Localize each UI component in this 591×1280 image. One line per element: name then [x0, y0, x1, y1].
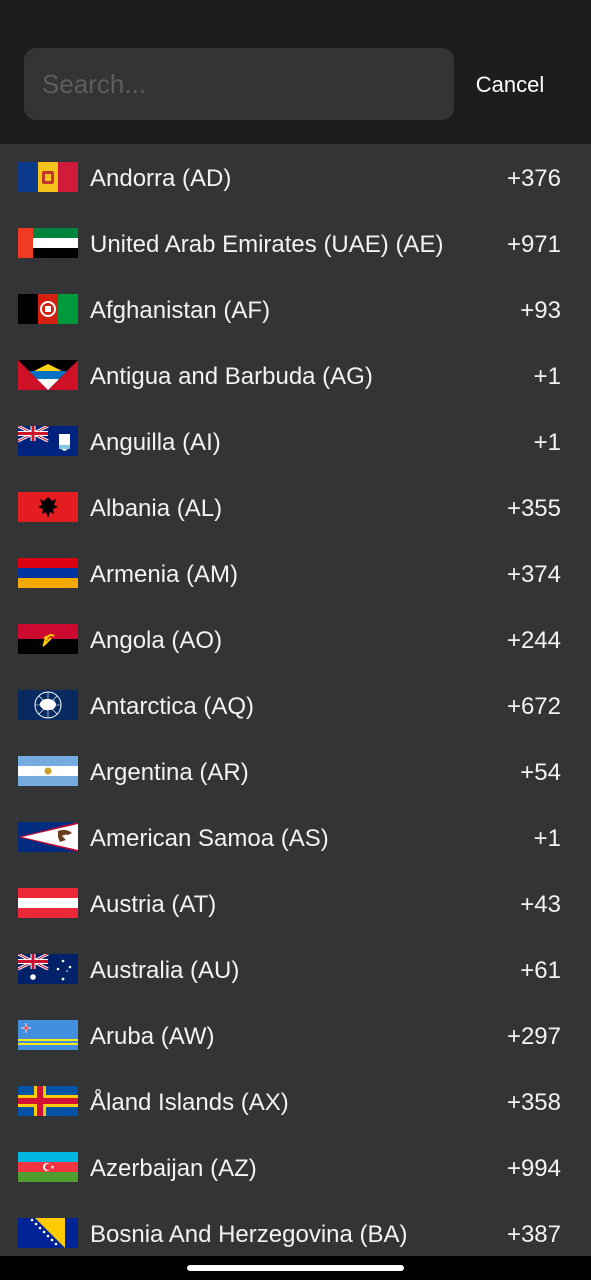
- dial-code: +387: [506, 1221, 561, 1248]
- home-indicator[interactable]: [187, 1265, 404, 1271]
- country-row[interactable]: Angola (AO) +244: [0, 606, 591, 672]
- dial-code: +358: [506, 1089, 561, 1116]
- country-name: Aruba (AW): [90, 1023, 215, 1050]
- country-row[interactable]: Andorra (AD) +376: [0, 144, 591, 210]
- flag-anguilla-icon: [18, 426, 78, 456]
- flag-uae-icon: [18, 228, 78, 258]
- dial-code: +971: [506, 231, 561, 258]
- flag-antigua-icon: [18, 360, 78, 390]
- dial-code: +355: [506, 495, 561, 522]
- country-name: Albania (AL): [90, 495, 223, 522]
- dial-code: +297: [506, 1023, 561, 1050]
- dial-code: +43: [520, 891, 561, 918]
- flag-aland-icon: [18, 1086, 78, 1116]
- country-name: American Samoa (AS): [90, 825, 329, 852]
- country-row[interactable]: Austria (AT) +43: [0, 870, 591, 936]
- country-name: Antarctica (AQ): [90, 693, 255, 720]
- dial-code: +54: [520, 759, 561, 786]
- country-row[interactable]: Bosnia And Herzegovina (BA) +387: [0, 1200, 591, 1266]
- search-input[interactable]: [24, 48, 454, 120]
- country-name: Anguilla (AI): [90, 429, 221, 456]
- country-row[interactable]: Armenia (AM) +374: [0, 540, 591, 606]
- country-name: Azerbaijan (AZ): [90, 1155, 257, 1182]
- dial-code: +93: [520, 297, 561, 324]
- dial-code: +376: [506, 165, 561, 192]
- dial-code: +244: [506, 627, 561, 654]
- country-name: Andorra (AD): [90, 165, 232, 192]
- flag-american-samoa-icon: [18, 822, 78, 852]
- country-row[interactable]: Albania (AL) +355: [0, 474, 591, 540]
- country-row[interactable]: Argentina (AR) +54: [0, 738, 591, 804]
- country-name: Armenia (AM): [90, 561, 239, 588]
- country-row[interactable]: Afghanistan (AF) +93: [0, 276, 591, 342]
- flag-afghanistan-icon: [18, 294, 78, 324]
- dial-code: +994: [506, 1155, 561, 1182]
- dial-code: +61: [520, 957, 561, 984]
- country-name: Argentina (AR): [90, 759, 249, 786]
- country-list[interactable]: Andorra (AD) +376 United Arab Emirates (…: [0, 144, 591, 1280]
- country-row[interactable]: Aruba (AW) +297: [0, 1002, 591, 1068]
- dial-code: +1: [533, 363, 561, 390]
- country-name: Afghanistan (AF): [90, 297, 271, 324]
- country-row[interactable]: Antarctica (AQ) +672: [0, 672, 591, 738]
- flag-azerbaijan-icon: [18, 1152, 78, 1182]
- dial-code: +1: [533, 429, 561, 456]
- flag-bosnia-icon: [18, 1218, 78, 1248]
- flag-angola-icon: [18, 624, 78, 654]
- flag-argentina-icon: [18, 756, 78, 786]
- flag-antarctica-icon: [18, 690, 78, 720]
- country-name: United Arab Emirates (UAE) (AE): [90, 231, 444, 258]
- flag-andorra-icon: [18, 162, 78, 192]
- dial-code: +1: [533, 825, 561, 852]
- cancel-button[interactable]: Cancel: [462, 60, 558, 110]
- flag-armenia-icon: [18, 558, 78, 588]
- country-name: Angola (AO): [90, 627, 223, 654]
- country-row[interactable]: Antigua and Barbuda (AG) +1: [0, 342, 591, 408]
- dial-code: +374: [506, 561, 561, 588]
- country-name: Austria (AT): [90, 891, 217, 918]
- country-name: Australia (AU): [90, 957, 240, 984]
- country-row[interactable]: Australia (AU) +61: [0, 936, 591, 1002]
- country-row[interactable]: Anguilla (AI) +1: [0, 408, 591, 474]
- flag-albania-icon: [18, 492, 78, 522]
- country-row[interactable]: Åland Islands (AX) +358: [0, 1068, 591, 1134]
- search-header: Cancel: [0, 0, 591, 144]
- country-name: Åland Islands (AX): [90, 1089, 289, 1116]
- country-row[interactable]: United Arab Emirates (UAE) (AE) +971: [0, 210, 591, 276]
- flag-aruba-icon: [18, 1020, 78, 1050]
- dial-code: +672: [506, 693, 561, 720]
- country-name: Bosnia And Herzegovina (BA): [90, 1221, 408, 1248]
- country-row[interactable]: American Samoa (AS) +1: [0, 804, 591, 870]
- country-name: Antigua and Barbuda (AG): [90, 363, 373, 390]
- flag-austria-icon: [18, 888, 78, 918]
- flag-australia-icon: [18, 954, 78, 984]
- country-row[interactable]: Azerbaijan (AZ) +994: [0, 1134, 591, 1200]
